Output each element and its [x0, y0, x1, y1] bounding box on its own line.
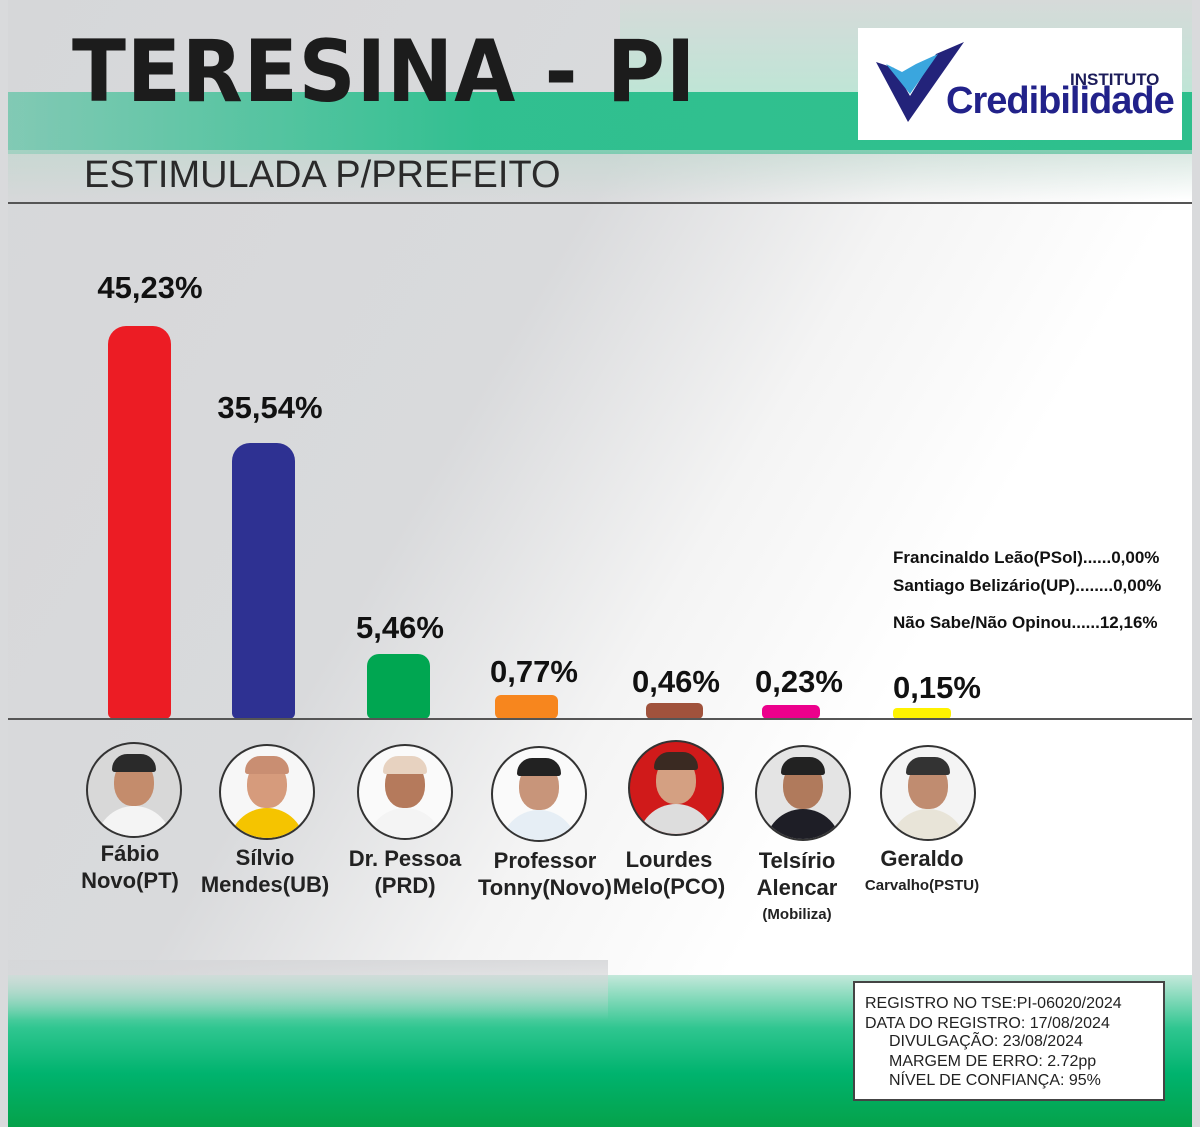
- candidate-name-line: Telsírio: [758, 848, 836, 873]
- candidate-party: Novo(PT): [81, 868, 179, 893]
- header-divider: [8, 202, 1192, 204]
- margin-of-error: MARGEM DE ERRO: 2.72pp: [889, 1053, 1097, 1070]
- footer-band-fade: [8, 960, 608, 1020]
- candidate-party: Melo(PCO): [612, 874, 726, 899]
- candidate-name-line: Professor: [493, 848, 597, 873]
- logo-name: Credibilidade: [946, 80, 1175, 122]
- candidate-name-line: Lourdes: [625, 847, 713, 872]
- bar-silvio-mendes: [232, 443, 295, 719]
- candidate-party: Carvalho(PSTU): [864, 877, 980, 894]
- institute-logo: Credibilidade INSTITUTO: [858, 28, 1182, 140]
- bar-value-label: 35,54%: [217, 390, 323, 425]
- header-band-fade: [8, 150, 1192, 200]
- registration-date: DATA DO REGISTRO: 17/08/2024: [865, 1015, 1110, 1032]
- bar-telsirio-alencar: [762, 705, 820, 719]
- page-title: TERESINA - PI: [72, 22, 697, 122]
- candidate-party: (PRD): [374, 873, 436, 898]
- bar-lourdes-melo: [646, 703, 703, 719]
- avatar: [755, 745, 851, 841]
- bar-professor-tonny: [495, 695, 558, 719]
- candidate-name-line: Alencar: [756, 875, 838, 900]
- candidate-party: (Mobiliza): [762, 906, 832, 923]
- candidate-name: Fábio Novo(PT): [55, 840, 205, 894]
- candidate-name-line: Fábio: [100, 841, 160, 866]
- undecided-result: Não Sabe/Não Opinou......12,16%: [893, 613, 1158, 632]
- other-result-item: Santiago Belizário(UP)........0,00%: [893, 576, 1162, 595]
- release-date: DIVULGAÇÃO: 23/08/2024: [889, 1033, 1083, 1050]
- confidence-level: NÍVEL DE CONFIANÇA: 95%: [889, 1072, 1101, 1089]
- candidate-name: Sílvio Mendes(UB): [190, 844, 340, 898]
- bar-value-label: 5,46%: [356, 610, 444, 645]
- bar-value-label: 0,77%: [490, 654, 578, 689]
- bar-value-label: 0,23%: [755, 664, 843, 699]
- avatar: [219, 744, 315, 840]
- checkmark-v-icon: [876, 42, 964, 122]
- other-results: Francinaldo Leão(PSol)......0,00% Santia…: [893, 544, 1161, 637]
- bar-fabio-novo: [108, 326, 171, 719]
- bar-geraldo-carvalho: [893, 708, 951, 719]
- candidate-party: Mendes(UB): [200, 872, 330, 897]
- avatar: [357, 744, 453, 840]
- bar-value-label: 0,15%: [893, 670, 981, 705]
- candidate-name-line: Dr. Pessoa: [348, 846, 462, 871]
- candidate-name: Professor Tonny(Novo): [470, 847, 620, 901]
- avatar: [491, 746, 587, 842]
- chart-baseline: [8, 718, 1192, 720]
- candidate-name-line: Geraldo: [880, 846, 964, 871]
- other-result-item: Francinaldo Leão(PSol)......0,00%: [893, 548, 1160, 567]
- candidate-name: Geraldo Carvalho(PSTU): [847, 845, 997, 899]
- page-subtitle: ESTIMULADA P/PREFEITO: [84, 154, 561, 196]
- candidate-name-line: Sílvio: [235, 845, 295, 870]
- registration-number: REGISTRO NO TSE:PI-06020/2024: [865, 995, 1122, 1012]
- registration-box: REGISTRO NO TSE:PI-06020/2024 DATA DO RE…: [853, 981, 1165, 1101]
- candidate-name: Lourdes Melo(PCO): [594, 846, 744, 900]
- bar-value-label: 0,46%: [632, 664, 720, 699]
- logo-institute: INSTITUTO: [1070, 70, 1160, 89]
- bar-value-label: 45,23%: [97, 270, 203, 305]
- avatar: [880, 745, 976, 841]
- candidate-name: Telsírio Alencar (Mobiliza): [722, 847, 872, 928]
- bar-dr-pessoa: [367, 654, 430, 719]
- avatar: [628, 740, 724, 836]
- avatar: [86, 742, 182, 838]
- candidate-name: Dr. Pessoa (PRD): [330, 845, 480, 899]
- candidate-party: Tonny(Novo): [477, 875, 612, 900]
